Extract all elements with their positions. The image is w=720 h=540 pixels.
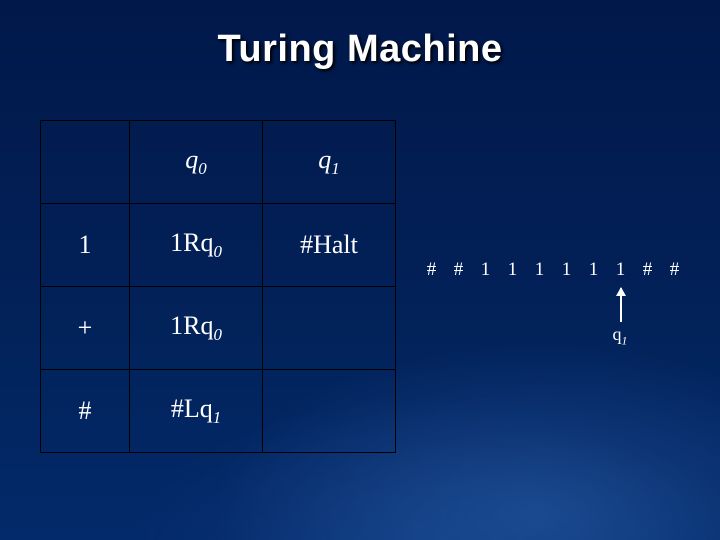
table-cell: # xyxy=(41,370,130,453)
table-cell: 1Rq0 xyxy=(130,287,263,370)
tape-cell: 1 xyxy=(499,256,526,284)
tape-cell: # xyxy=(661,256,688,284)
page-title: Turing Machine xyxy=(0,28,720,71)
tape-cell: 1 xyxy=(526,256,553,284)
table-cell xyxy=(263,370,396,453)
column-header: q1 xyxy=(263,121,396,204)
table-cell: + xyxy=(41,287,130,370)
table-row: 11Rq0#Halt xyxy=(41,204,396,287)
tape-cell: # xyxy=(418,256,445,284)
table-cell: #Lq1 xyxy=(130,370,263,453)
tape-cell: 1 xyxy=(553,256,580,284)
tape-cell: # xyxy=(445,256,472,284)
tape-cell: 1 xyxy=(580,256,607,284)
table-row: +1Rq0 xyxy=(41,287,396,370)
table-cell: 1 xyxy=(41,204,130,287)
head-arrow xyxy=(620,288,622,322)
tape-cell: 1 xyxy=(472,256,499,284)
table-row: q0q1 xyxy=(41,121,396,204)
table-row: ##Lq1 xyxy=(41,370,396,453)
column-header: q0 xyxy=(130,121,263,204)
tape: ##111111## xyxy=(418,256,688,284)
table-cell: 1Rq0 xyxy=(130,204,263,287)
table-cell xyxy=(263,287,396,370)
head-state-label: q1 xyxy=(613,324,628,348)
tape-cell: 1 xyxy=(607,256,634,284)
table-cell: #Halt xyxy=(263,204,396,287)
transition-table: q0q111Rq0#Halt+1Rq0##Lq1 xyxy=(40,120,396,453)
tape-cell: # xyxy=(634,256,661,284)
transition-table-body: q0q111Rq0#Halt+1Rq0##Lq1 xyxy=(41,121,396,453)
column-header xyxy=(41,121,130,204)
